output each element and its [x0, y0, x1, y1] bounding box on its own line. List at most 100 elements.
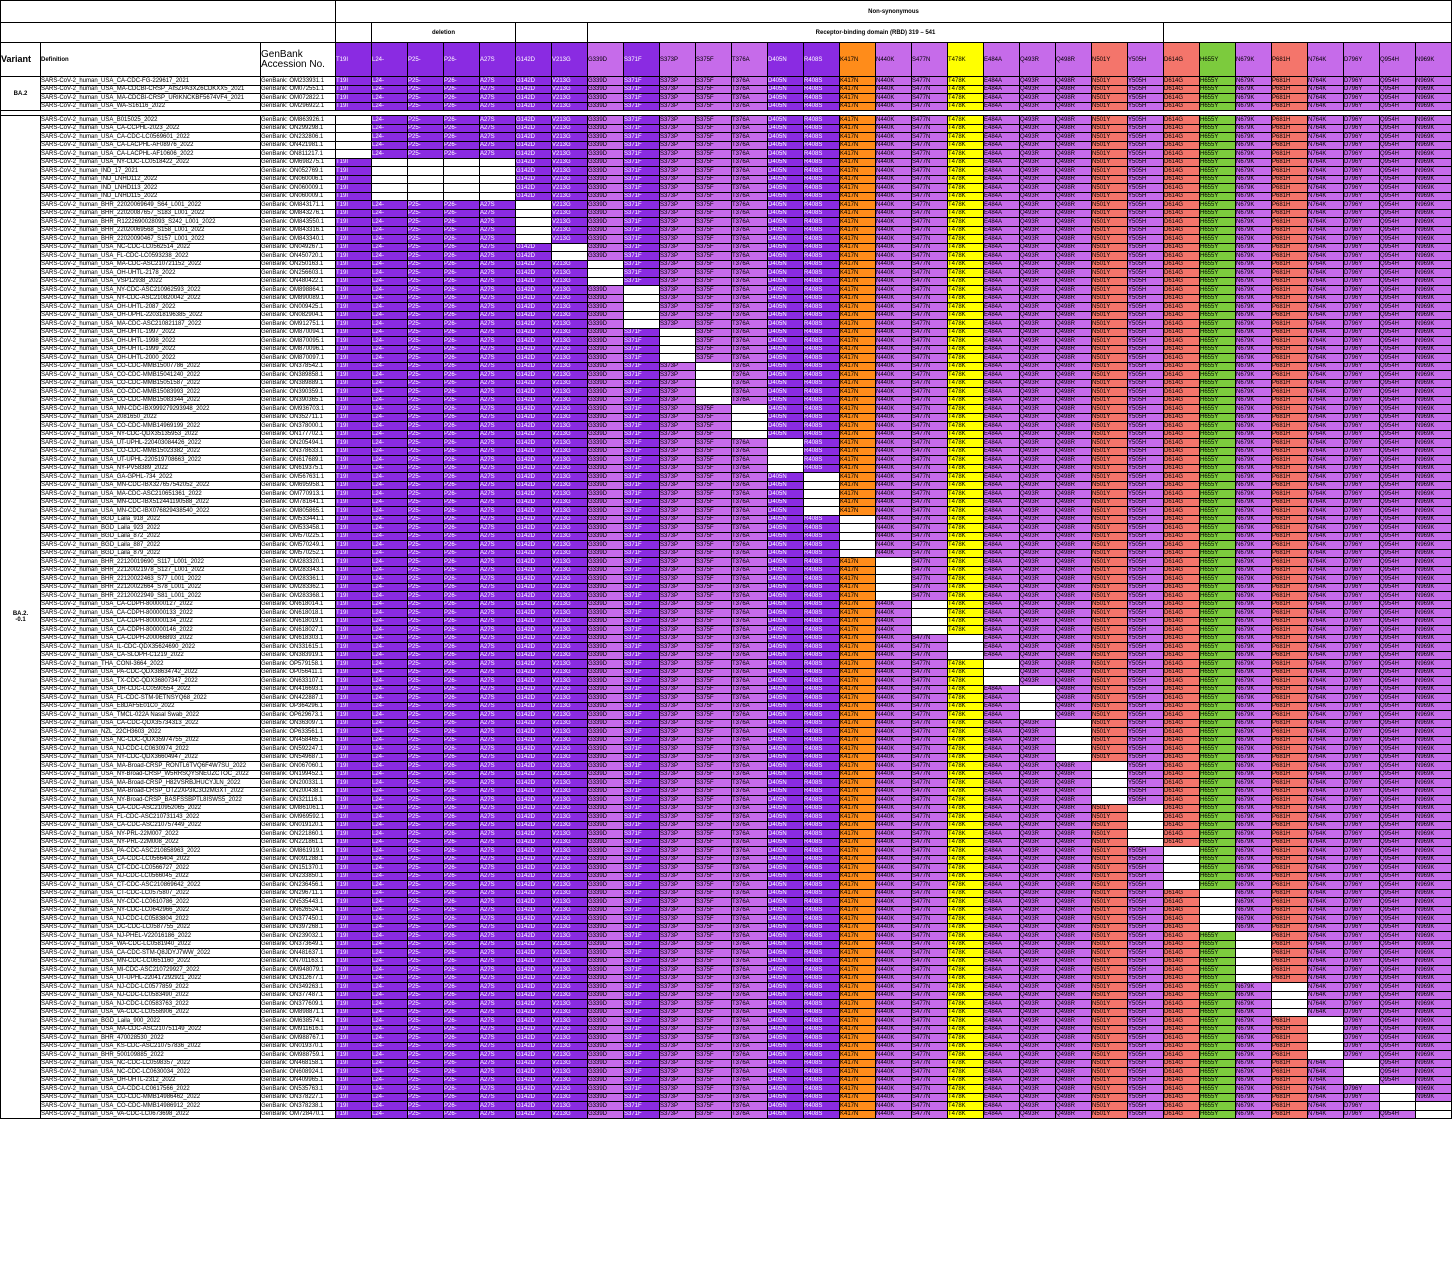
- mutation-cell: V213G: [551, 990, 588, 1000]
- mutation-cell: H655Y: [1199, 1041, 1236, 1051]
- mutation-cell: S375F: [695, 1109, 732, 1119]
- mutation-cell: N969K: [1415, 115, 1452, 125]
- mutation-cell: G142D: [515, 115, 552, 125]
- mutation-cell-empty: [1235, 973, 1272, 983]
- mutation-cell: G339D: [587, 395, 624, 405]
- mutation-header-d796y: D796Y: [1343, 42, 1380, 77]
- mutation-cell: Q498R: [1055, 225, 1092, 235]
- mutation-cell-empty: [1091, 778, 1128, 788]
- mutation-cell: R408S: [803, 336, 840, 346]
- mutation-cell: L24-: [371, 387, 408, 397]
- mutation-cell: T376A: [731, 166, 768, 176]
- mutation-cell: G339D: [587, 650, 624, 660]
- mutation-cell: G339D: [587, 744, 624, 754]
- mutation-cell: L24-: [371, 727, 408, 737]
- mutation-cell: R408S: [803, 599, 840, 609]
- mutation-cell: G142D: [515, 999, 552, 1009]
- mutation-cell: D614G: [1163, 642, 1200, 652]
- mutation-cell: Y505H: [1127, 84, 1164, 94]
- mutation-cell: S477N: [911, 446, 948, 456]
- mutation-cell: E484A: [983, 429, 1020, 439]
- mutation-cell: N501Y: [1091, 1033, 1128, 1043]
- mutation-cell: T376A: [731, 761, 768, 771]
- mutation-cell: G339D: [587, 497, 624, 507]
- mutation-cell: S477N: [911, 574, 948, 584]
- mutation-cell: Q493R: [1019, 727, 1056, 737]
- mutation-cell: S373P: [659, 676, 696, 686]
- mutation-cell: Y505H: [1127, 438, 1164, 448]
- mutation-cell: R408S: [803, 183, 840, 193]
- mutation-cell: Y505H: [1127, 897, 1164, 907]
- mutation-cell: Q498R: [1055, 285, 1092, 295]
- mutation-cell: V213G: [551, 786, 588, 796]
- mutation-cell: D405N: [767, 361, 804, 371]
- mutation-cell: D796Y: [1343, 446, 1380, 456]
- mutation-cell: N501Y: [1091, 1092, 1128, 1102]
- mutation-cell: S373P: [659, 939, 696, 949]
- mutation-cell: K417N: [839, 149, 876, 159]
- mutation-cell: E484A: [983, 166, 1020, 176]
- mutation-cell: P26-: [443, 455, 480, 465]
- mutation-cell: Q498R: [1055, 353, 1092, 363]
- mutation-cell: S375F: [695, 497, 732, 507]
- mutation-cell: K417N: [839, 463, 876, 473]
- mutation-cell: Y505H: [1127, 327, 1164, 337]
- mutation-cell: T19I: [335, 582, 372, 592]
- mutation-cell: L24-: [371, 540, 408, 550]
- mutation-cell: E484A: [983, 650, 1020, 660]
- mutation-cell: V213G: [551, 93, 588, 103]
- mutation-cell: T478K: [947, 1007, 984, 1017]
- mutation-cell: S373P: [659, 234, 696, 244]
- mutation-cell-empty: [911, 608, 948, 618]
- mutation-cell: S477N: [911, 327, 948, 337]
- mutation-cell: G339D: [587, 429, 624, 439]
- mutation-cell: L24-: [371, 931, 408, 941]
- mutation-cell: P681H: [1271, 795, 1308, 805]
- mutation-cell: Q954H: [1379, 871, 1416, 881]
- mutation-cell: N764K: [1307, 234, 1344, 244]
- accession-cell: GenBank: OM870094.1: [260, 327, 336, 337]
- mutation-cell: S477N: [911, 633, 948, 643]
- mutation-cell: T478K: [947, 973, 984, 983]
- mutation-cell: P25-: [407, 778, 444, 788]
- mutation-cell: N969K: [1415, 276, 1452, 286]
- mutation-cell: T478K: [947, 1075, 984, 1085]
- mutation-cell: D405N: [767, 973, 804, 983]
- mutation-cell: N764K: [1307, 370, 1344, 380]
- mutation-cell: P681H: [1271, 667, 1308, 677]
- mutation-cell-empty: [1199, 897, 1236, 907]
- mutation-cell: D796Y: [1343, 701, 1380, 711]
- mutation-cell: S477N: [911, 778, 948, 788]
- mutation-cell: N969K: [1415, 84, 1452, 94]
- mutation-cell: Q954H: [1379, 982, 1416, 992]
- mutation-cell: S373P: [659, 523, 696, 533]
- mutation-cell: P25-: [407, 582, 444, 592]
- accession-cell: GenBank: OM936703.1: [260, 404, 336, 414]
- mutation-cell: T376A: [731, 659, 768, 669]
- mutation-header-q493r: Q493R: [1019, 42, 1056, 77]
- definition-cell: SARS-CoV-2_human_USA_CA-CCPHL-2023_2022: [40, 123, 261, 133]
- mutation-cell: N440K: [875, 302, 912, 312]
- mutation-cell: V213G: [551, 557, 588, 567]
- mutation-cell: A27S: [479, 506, 516, 516]
- mutation-cell: Q954H: [1379, 101, 1416, 111]
- mutation-cell: E484A: [983, 1109, 1020, 1119]
- mutation-cell: H655Y: [1199, 982, 1236, 992]
- mutation-cell: H655Y: [1199, 157, 1236, 167]
- mutation-cell: E484A: [983, 404, 1020, 414]
- mutation-cell: D614G: [1163, 803, 1200, 813]
- mutation-cell: S371F: [623, 276, 660, 286]
- mutation-cell: S375F: [695, 880, 732, 890]
- definition-cell: SARS-CoV-2_human_USA_MA-CDCBI-CRSP_AISZP…: [40, 84, 261, 94]
- mutation-cell: D796Y: [1343, 863, 1380, 873]
- mutation-cell: T478K: [947, 880, 984, 890]
- mutation-cell: N764K: [1307, 744, 1344, 754]
- mutation-cell: A27S: [479, 735, 516, 745]
- mutation-cell: E484A: [983, 370, 1020, 380]
- mutation-cell: Y505H: [1127, 361, 1164, 371]
- mutation-cell: P26-: [443, 370, 480, 380]
- mutation-cell: D614G: [1163, 438, 1200, 448]
- mutation-cell: A27S: [479, 659, 516, 669]
- mutation-cell: P26-: [443, 608, 480, 618]
- mutation-cell: T376A: [731, 667, 768, 677]
